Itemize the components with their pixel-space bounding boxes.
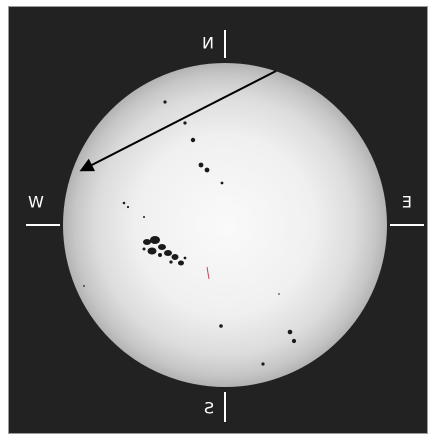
sunspot [163, 100, 167, 104]
svg-text:E: E [402, 193, 412, 212]
sunspot [261, 362, 265, 366]
svg-text:N: N [202, 34, 214, 53]
sunspot [219, 324, 223, 328]
sunspot [126, 205, 130, 209]
sunspot [204, 167, 210, 173]
sunspot [278, 293, 280, 295]
svg-text:S: S [204, 399, 214, 418]
sunspot [291, 338, 297, 344]
sunspot [190, 137, 196, 143]
label-west: W [28, 193, 44, 212]
sunspot [220, 181, 224, 185]
sunspot [83, 285, 85, 287]
label-north: N [202, 34, 214, 53]
sunspot [198, 162, 204, 168]
label-east: E [402, 193, 412, 212]
sun-disk [63, 63, 387, 387]
sunspot [183, 121, 187, 125]
sunspot [287, 329, 293, 335]
sunspot [122, 201, 126, 205]
sunspot [143, 216, 145, 218]
label-south: S [204, 399, 214, 418]
faint-mark [206, 266, 210, 280]
sunspots [83, 100, 297, 366]
transit-path-arrow [79, 70, 277, 172]
large-sunspot-group [142, 236, 187, 266]
svg-text:W: W [28, 193, 44, 212]
